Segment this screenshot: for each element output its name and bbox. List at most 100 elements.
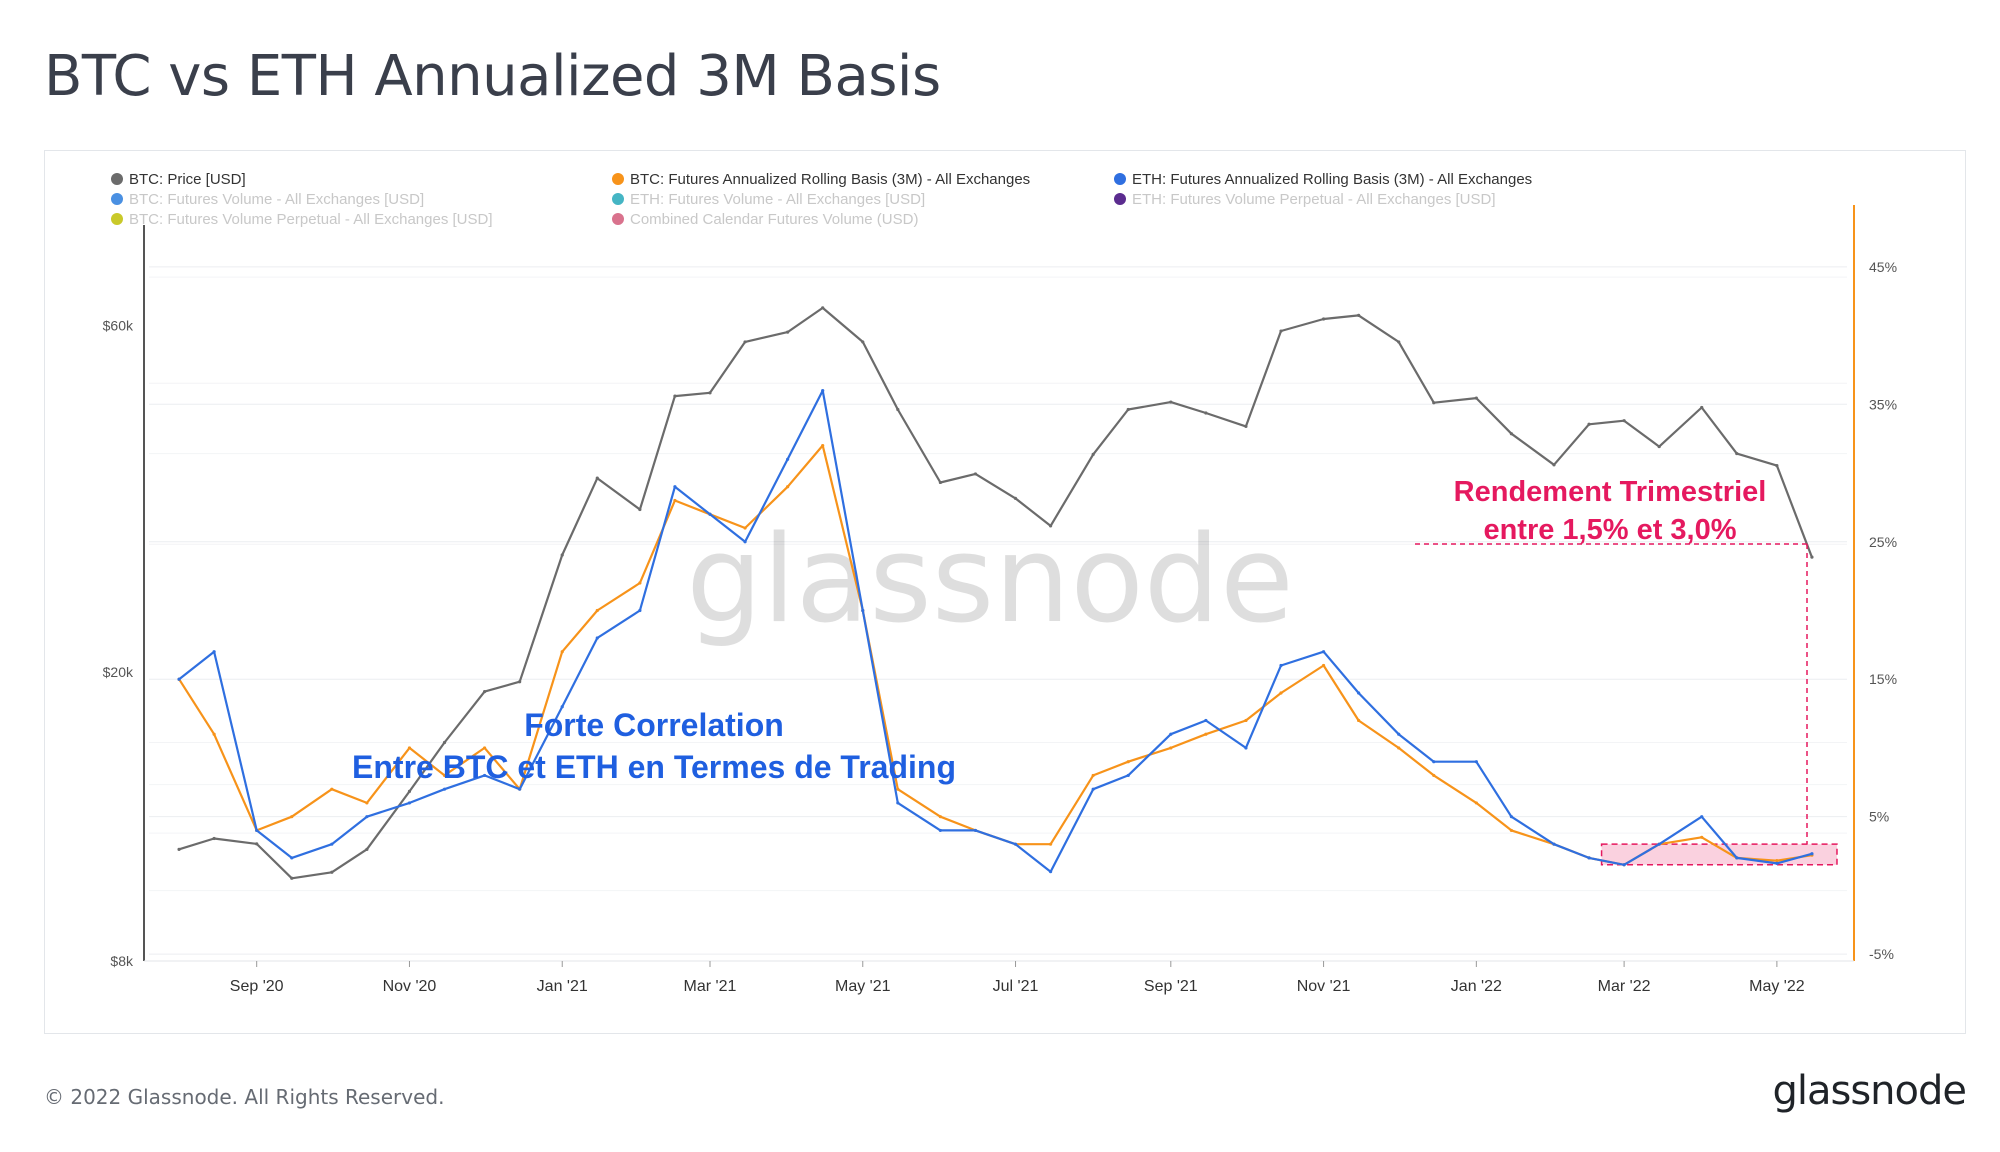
x-tick-label: Jul '21: [993, 978, 1039, 995]
y-right-tick-label: 15%: [1869, 671, 1897, 687]
btc-basis-point: [1244, 718, 1248, 723]
btc-basis-point: [1279, 691, 1283, 695]
btc-price-point: [290, 876, 294, 880]
btc-basis-point: [330, 787, 334, 791]
x-tick-label: Jan '21: [537, 978, 588, 995]
btc-basis-point: [442, 773, 447, 778]
eth-basis-point: [290, 856, 294, 860]
btc-basis-point: [896, 787, 900, 791]
x-tick-label: May '21: [835, 978, 891, 995]
eth-basis-point: [255, 828, 259, 833]
btc-price-point: [1048, 524, 1053, 528]
eth-basis-point: [896, 801, 900, 805]
chart-canvas: glassnode $8k $20k $60k -5% 5% 15% 25% 35% 45% Sep…: [103, 171, 1897, 995]
btc-price-point: [255, 842, 259, 846]
eth-basis-point: [1397, 732, 1401, 736]
eth-basis-point: [1474, 760, 1478, 764]
legend-swatch: [1114, 193, 1126, 205]
btc-price-point: [1474, 396, 1478, 400]
eth-basis-point: [1587, 856, 1591, 860]
eth-basis-point: [1126, 773, 1130, 778]
btc-price-point: [743, 340, 747, 344]
btc-price-point: [638, 507, 642, 512]
x-tick-label: Mar '21: [684, 978, 737, 995]
btc-price-point: [1735, 451, 1739, 456]
btc-price-point: [212, 836, 216, 841]
annotation-rendement-line: Rendement Trimestriel: [1454, 476, 1767, 508]
btc-basis-point: [365, 801, 369, 805]
eth-basis-point: [365, 815, 369, 819]
btc-basis-line: [178, 444, 1813, 866]
btc-price-point: [1279, 329, 1283, 333]
btc-price-point: [365, 847, 369, 851]
btc-price-point: [1321, 317, 1326, 321]
btc-price-point: [821, 306, 825, 310]
legend-item-label: BTC: Futures Volume Perpetual - All Exch…: [129, 211, 493, 228]
btc-basis-point: [1169, 746, 1173, 750]
eth-basis-point: [1775, 861, 1779, 866]
eth-basis-point: [518, 787, 522, 791]
legend-item-label: ETH: Futures Volume Perpetual - All Exch…: [1132, 191, 1496, 208]
eth-basis-point: [407, 801, 412, 805]
btc-price-point: [1432, 401, 1436, 405]
x-tick-label: Sep '21: [1144, 978, 1198, 995]
btc-price-point: [1357, 313, 1361, 318]
btc-basis-point: [290, 815, 294, 819]
y-right-tick-label: 35%: [1869, 396, 1897, 412]
btc-price-point: [973, 472, 978, 476]
btc-price-point: [938, 480, 942, 485]
btc-price-point: [1587, 422, 1591, 426]
y-left-tick-label: $8k: [110, 953, 134, 969]
legend-swatch: [111, 193, 123, 205]
btc-price-point: [330, 870, 334, 874]
legend-item-label: Combined Calendar Futures Volume (USD): [630, 211, 918, 228]
legend-swatch: [111, 213, 123, 225]
btc-price-point: [673, 394, 677, 398]
legend-swatch: [1114, 173, 1126, 185]
eth-basis-point: [177, 677, 181, 681]
annotation-correlation-line: Forte Correlation: [524, 707, 784, 743]
x-tick-label: Jan '22: [1451, 978, 1502, 995]
x-tick-label: Nov '20: [383, 978, 437, 995]
btc-basis-point: [1091, 773, 1095, 778]
eth-basis-point: [673, 485, 677, 489]
btc-basis-point: [1775, 859, 1779, 863]
copyright-text: © 2022 Glassnode. All Rights Reserved.: [44, 1085, 445, 1109]
eth-basis-point: [708, 512, 712, 516]
eth-basis-point: [821, 388, 825, 393]
btc-price-point: [1775, 464, 1779, 468]
eth-basis-point: [1279, 663, 1283, 668]
watermark-text: glassnode: [686, 511, 1294, 650]
y-right-tick-label: 25%: [1869, 534, 1897, 550]
legend-item-label: ETH: Futures Volume - All Exchanges [USD…: [630, 191, 925, 208]
btc-basis-point: [938, 815, 942, 819]
btc-basis-point: [1126, 760, 1130, 764]
eth-basis-point: [442, 787, 447, 791]
eth-basis-point: [1810, 852, 1814, 856]
btc-basis-point: [1204, 732, 1208, 736]
btc-basis-point: [1432, 773, 1436, 778]
eth-basis-point: [560, 705, 564, 709]
btc-price-point: [1622, 419, 1626, 423]
btc-basis-point: [595, 608, 599, 613]
x-tick-label: Sep '20: [230, 978, 284, 995]
btc-basis-point: [1474, 801, 1478, 805]
eth-basis-point: [1735, 856, 1739, 860]
eth-basis-point: [330, 842, 334, 846]
btc-price-point: [1810, 555, 1814, 559]
eth-basis-point: [938, 828, 942, 833]
btc-basis-point: [407, 746, 412, 750]
eth-basis-line: [178, 389, 1813, 873]
legend-swatch: [612, 213, 624, 225]
eth-basis-point: [1321, 650, 1326, 654]
x-tick-label: Nov '21: [1297, 978, 1351, 995]
eth-basis-point: [786, 457, 790, 461]
btc-price-point: [595, 476, 599, 480]
btc-basis-point: [743, 526, 747, 530]
eth-basis-point: [212, 650, 216, 654]
btc-price-point: [560, 553, 564, 557]
btc-price-point: [1169, 400, 1173, 404]
x-tick-label: May '22: [1749, 978, 1805, 995]
btc-basis-point: [1321, 663, 1326, 668]
btc-price-point: [1700, 405, 1704, 410]
